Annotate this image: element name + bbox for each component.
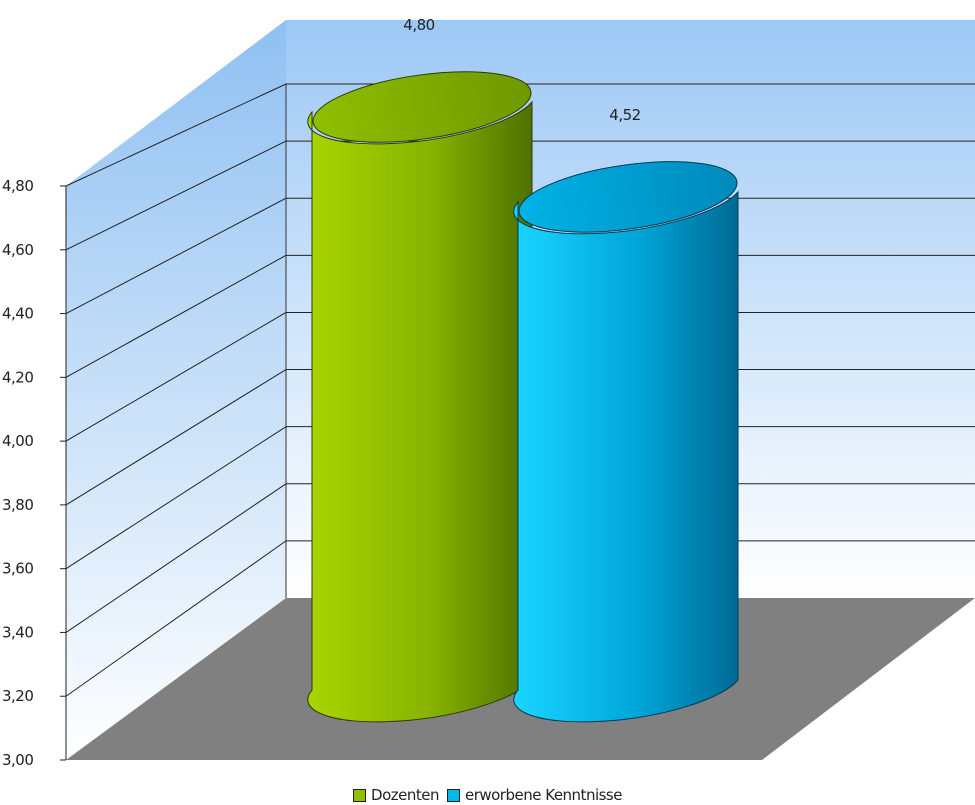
side-wall (66, 20, 286, 760)
y-tick-label: 4,00 (2, 432, 33, 450)
bar-dozenten (307, 71, 533, 723)
legend-label-kenntnisse: erworbene Kenntnisse (464, 786, 623, 804)
data-label: 4,52 (609, 106, 640, 124)
bar-top (312, 71, 532, 143)
y-axis: 3,00 3,20 3,40 3,60 3,80 4,00 4,20 4,40 4,60 4,80 (2, 177, 67, 769)
bar-kenntnisse (513, 161, 739, 723)
y-tick-label: 3,20 (2, 687, 33, 705)
gridline-side (65, 140, 287, 251)
y-tick-label: 3,40 (2, 623, 33, 641)
gridline-side (65, 540, 287, 697)
y-tick-label: 3,60 (2, 560, 33, 578)
legend-item-kenntnisse: erworbene Kenntnisse (446, 786, 623, 804)
gridline-side (65, 312, 287, 442)
y-tick-label: 4,60 (2, 241, 33, 259)
bar-top (518, 161, 738, 233)
y-tick-label: 4,20 (2, 368, 33, 386)
bar-body (513, 190, 739, 723)
gridline-side (65, 197, 287, 314)
legend: Dozenten erworbene Kenntnisse (0, 785, 975, 805)
data-labels: 4,80 4,52 (403, 16, 641, 124)
y-tick-label: 4,80 (2, 177, 33, 195)
gridline-side (65, 369, 287, 506)
y-tick-label: 4,40 (2, 305, 33, 323)
gridline-side (65, 254, 287, 378)
data-label: 4,80 (403, 16, 434, 34)
gridline-side (65, 483, 287, 633)
bars (307, 71, 739, 723)
bar-body (307, 100, 533, 723)
y-tick-label: 3,00 (2, 751, 33, 769)
legend-swatch-dozenten (353, 788, 367, 802)
legend-swatch-kenntnisse (446, 788, 460, 802)
gridline-side (65, 426, 287, 570)
legend-label-dozenten: Dozenten (371, 786, 439, 804)
y-tick-label: 3,80 (2, 496, 33, 514)
gridline-side (65, 83, 287, 187)
legend-item-dozenten: Dozenten (353, 786, 439, 804)
